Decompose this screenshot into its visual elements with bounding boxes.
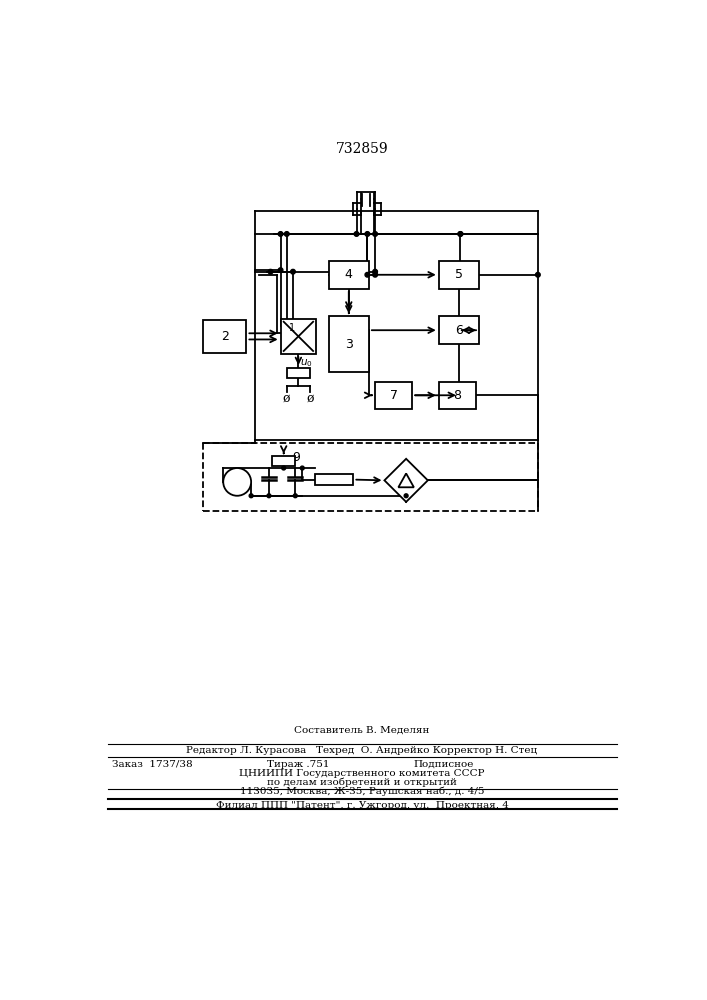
Text: Подписное: Подписное bbox=[414, 760, 474, 769]
Text: ø: ø bbox=[306, 392, 314, 405]
Bar bbox=[315, 474, 354, 485]
Bar bbox=[281, 319, 316, 354]
Text: Тираж .751: Тираж .751 bbox=[267, 760, 329, 769]
Text: 113035, Москва, Ж-35, Раушская наб., д. 4/5: 113035, Москва, Ж-35, Раушская наб., д. … bbox=[240, 786, 484, 796]
Circle shape bbox=[291, 269, 296, 274]
Circle shape bbox=[373, 232, 378, 236]
Text: 5: 5 bbox=[455, 268, 463, 281]
Circle shape bbox=[279, 268, 283, 272]
Circle shape bbox=[281, 466, 286, 470]
Text: $u_0$: $u_0$ bbox=[300, 357, 312, 369]
Bar bbox=[287, 368, 310, 378]
Bar bbox=[272, 456, 296, 466]
Circle shape bbox=[284, 232, 289, 236]
Circle shape bbox=[223, 468, 251, 496]
Circle shape bbox=[458, 232, 462, 236]
Bar bbox=[438, 261, 479, 289]
Text: Редактор Л. Курасова   Техред  О. Андрейко Корректор Н. Стец: Редактор Л. Курасова Техред О. Андрейко … bbox=[187, 746, 537, 755]
Text: 8: 8 bbox=[453, 389, 461, 402]
Text: Заказ  1737/38: Заказ 1737/38 bbox=[112, 760, 192, 769]
Circle shape bbox=[535, 272, 540, 277]
Text: по делам изобретений и открытий: по делам изобретений и открытий bbox=[267, 778, 457, 787]
Bar bbox=[438, 382, 476, 409]
Text: ЦНИИПИ Государственного комитета СССР: ЦНИИПИ Государственного комитета СССР bbox=[239, 769, 485, 778]
Circle shape bbox=[354, 232, 359, 236]
Text: 3: 3 bbox=[345, 338, 353, 351]
Bar bbox=[329, 316, 369, 372]
Text: 6: 6 bbox=[455, 324, 463, 337]
Text: 9: 9 bbox=[292, 451, 300, 464]
Text: ø: ø bbox=[283, 392, 291, 405]
Circle shape bbox=[268, 269, 273, 274]
Circle shape bbox=[458, 232, 462, 236]
Circle shape bbox=[293, 494, 297, 498]
Circle shape bbox=[373, 272, 378, 277]
Circle shape bbox=[365, 272, 370, 277]
Text: Составитель В. Меделян: Составитель В. Меделян bbox=[294, 725, 430, 734]
Polygon shape bbox=[385, 459, 428, 502]
Text: 1: 1 bbox=[289, 323, 296, 333]
Text: Филиал ППП "Патент", г. Ужгород, ул.  Проектная, 4: Филиал ППП "Патент", г. Ужгород, ул. Про… bbox=[216, 801, 508, 810]
Bar bbox=[375, 382, 412, 409]
Bar bbox=[438, 316, 479, 344]
Circle shape bbox=[373, 269, 378, 274]
Circle shape bbox=[300, 466, 304, 470]
Text: 4: 4 bbox=[345, 268, 353, 281]
Circle shape bbox=[404, 494, 408, 498]
Circle shape bbox=[249, 494, 253, 498]
Circle shape bbox=[365, 232, 370, 236]
Text: 732859: 732859 bbox=[336, 142, 388, 156]
Text: 7: 7 bbox=[390, 389, 398, 402]
Circle shape bbox=[267, 494, 271, 498]
Bar bbox=[329, 261, 369, 289]
Circle shape bbox=[279, 232, 283, 236]
Bar bbox=[203, 320, 247, 353]
Text: 2: 2 bbox=[221, 330, 228, 343]
